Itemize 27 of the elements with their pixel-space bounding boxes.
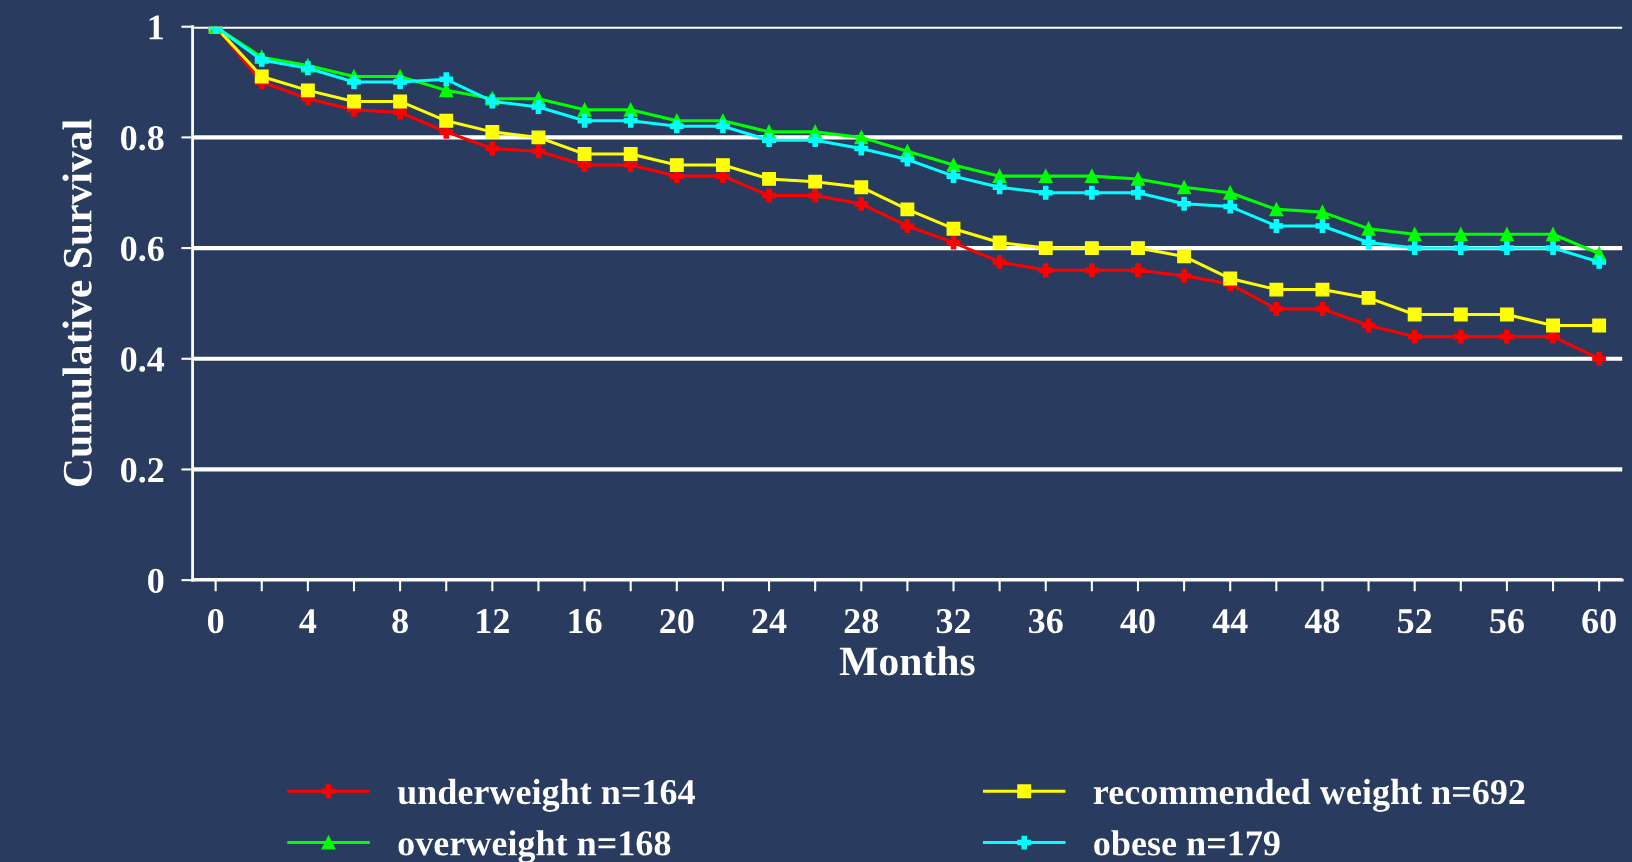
x-tick-label: 24 [752,609,787,633]
legend-label: recommended weight n=692 [1093,778,1525,812]
x-tick-label: 60 [1582,608,1616,634]
x-axis-title: Months [839,646,975,676]
x-tick-label: 48 [1304,608,1340,634]
legend-label: obese n=179 [1094,830,1280,856]
x-tick-label: 12 [477,609,509,633]
x-tick-label: 16 [569,609,602,634]
legend-label: underweight n=164 [397,778,695,812]
y-tick-label: 0 [148,568,164,594]
x-tick-label: 52 [1398,609,1432,634]
x-tick-label: 40 [1120,608,1155,634]
x-tick-label: 44 [1212,609,1248,633]
y-axis-title: Cumulative Survival [62,119,92,486]
y-tick-label: 0.6 [121,236,164,262]
x-tick-label: 0 [207,608,224,634]
x-tick-label: 56 [1490,609,1524,634]
y-tick-label: 0.2 [121,457,164,483]
x-tick-label: 28 [844,608,879,634]
x-tick-label: 8 [392,608,408,634]
x-tick-label: 20 [660,608,694,634]
y-tick-label: 0.4 [121,347,165,372]
x-tick-label: 36 [1029,609,1063,634]
y-tick-label: 1 [149,15,163,40]
x-tick-label: 4 [299,609,317,633]
y-tick-label: 0.8 [121,125,164,151]
x-tick-label: 32 [936,609,971,634]
